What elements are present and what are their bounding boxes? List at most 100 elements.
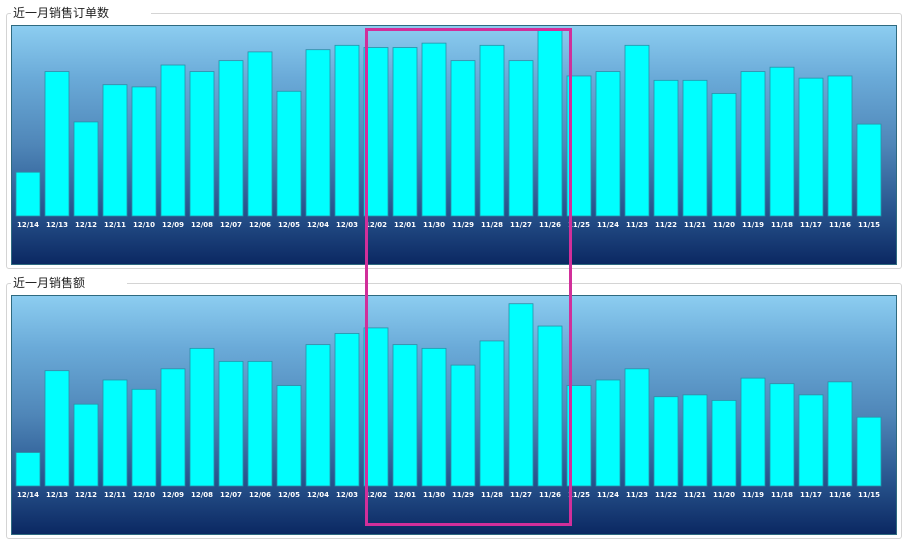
bar-12-03 bbox=[334, 333, 360, 487]
x-tick-label: 12/03 bbox=[336, 491, 358, 499]
x-tick-label: 11/21 bbox=[684, 221, 706, 229]
x-tick-label: 11/28 bbox=[481, 221, 503, 229]
bar-12-04 bbox=[305, 344, 331, 487]
sales-amount-panel-title: 近一月销售额 bbox=[11, 275, 128, 291]
bar-11-25 bbox=[566, 75, 592, 217]
x-tick-label: 12/09 bbox=[162, 491, 184, 499]
x-tick-label: 11/29 bbox=[452, 221, 474, 229]
order-count-chart-frame: 12/14 12/13 12/12 12/11 12/10 12/09 12/08 12/07… bbox=[11, 25, 897, 265]
bar-11-23 bbox=[624, 368, 650, 487]
bar-11-26 bbox=[537, 325, 563, 487]
x-tick-label: 11/27 bbox=[510, 491, 532, 499]
x-tick-label: 12/08 bbox=[191, 491, 213, 499]
x-tick-label: 12/04 bbox=[307, 491, 329, 499]
bar-12-08 bbox=[189, 347, 215, 487]
bar-11-28 bbox=[479, 44, 505, 217]
bar-12-09 bbox=[160, 64, 186, 217]
bar-11-29 bbox=[450, 60, 476, 217]
bar-11-16 bbox=[827, 381, 853, 487]
x-tick-label: 12/12 bbox=[75, 491, 97, 499]
x-tick-label: 12/10 bbox=[133, 221, 155, 229]
x-tick-label: 12/14 bbox=[17, 491, 39, 499]
bar-11-20 bbox=[711, 400, 737, 487]
x-tick-label: 11/15 bbox=[858, 491, 880, 499]
bar-12-06 bbox=[247, 360, 273, 487]
x-tick-label: 12/08 bbox=[191, 221, 213, 229]
x-tick-label: 12/09 bbox=[162, 221, 184, 229]
bar-11-22 bbox=[653, 396, 679, 487]
x-tick-label: 12/14 bbox=[17, 221, 39, 229]
x-tick-label: 12/01 bbox=[394, 221, 416, 229]
x-tick-label: 12/06 bbox=[249, 491, 271, 499]
x-tick-label: 12/07 bbox=[220, 491, 242, 499]
bar-11-27 bbox=[508, 60, 534, 217]
bar-11-24 bbox=[595, 379, 621, 487]
bar-11-23 bbox=[624, 44, 650, 217]
x-tick-label: 11/16 bbox=[829, 221, 851, 229]
x-tick-label: 12/11 bbox=[104, 491, 126, 499]
x-tick-label: 12/13 bbox=[46, 491, 68, 499]
x-tick-label: 11/27 bbox=[510, 221, 532, 229]
x-tick-label: 12/05 bbox=[278, 491, 300, 499]
bar-11-26 bbox=[537, 29, 563, 217]
x-tick-label: 12/11 bbox=[104, 221, 126, 229]
bar-12-06 bbox=[247, 51, 273, 217]
bar-12-01 bbox=[392, 344, 418, 487]
x-tick-label: 12/02 bbox=[365, 221, 387, 229]
bar-11-28 bbox=[479, 340, 505, 487]
bar-11-15 bbox=[856, 123, 882, 217]
sales-amount-chart-frame: 12/14 12/13 12/12 12/11 12/10 12/09 12/08 12/07… bbox=[11, 295, 897, 535]
bar-12-11 bbox=[102, 379, 128, 487]
x-tick-label: 11/17 bbox=[800, 491, 822, 499]
bar-12-11 bbox=[102, 84, 128, 217]
sales-amount-panel: 近一月销售额 12/14 12/13 12/12 12/11 12/10 12/09 12/… bbox=[6, 275, 902, 539]
x-tick-label: 11/29 bbox=[452, 491, 474, 499]
bar-12-02 bbox=[363, 47, 389, 217]
x-tick-label: 11/30 bbox=[423, 221, 445, 229]
order-count-chart: 12/14 12/13 12/12 12/11 12/10 12/09 12/08 12/07… bbox=[15, 29, 882, 229]
x-tick-label: 11/26 bbox=[539, 491, 561, 499]
x-tick-label: 11/30 bbox=[423, 491, 445, 499]
bar-12-14 bbox=[15, 452, 41, 487]
x-tick-label: 11/21 bbox=[684, 491, 706, 499]
bar-12-13 bbox=[44, 71, 70, 217]
x-tick-label: 12/05 bbox=[278, 221, 300, 229]
x-tick-label: 11/26 bbox=[539, 221, 561, 229]
x-tick-label: 11/19 bbox=[742, 221, 764, 229]
bar-12-05 bbox=[276, 385, 302, 487]
x-tick-label: 11/23 bbox=[626, 491, 648, 499]
bar-12-13 bbox=[44, 370, 70, 487]
bar-11-19 bbox=[740, 71, 766, 217]
x-tick-label: 11/24 bbox=[597, 221, 619, 229]
bar-12-08 bbox=[189, 71, 215, 217]
x-tick-label: 12/06 bbox=[249, 221, 271, 229]
x-tick-label: 11/24 bbox=[597, 491, 619, 499]
bar-12-09 bbox=[160, 368, 186, 487]
x-tick-label: 12/01 bbox=[394, 491, 416, 499]
order-count-panel-title: 近一月销售订单数 bbox=[11, 5, 152, 21]
x-tick-label: 11/20 bbox=[713, 221, 735, 229]
bar-11-30 bbox=[421, 42, 447, 217]
x-tick-label: 11/15 bbox=[858, 221, 880, 229]
bar-11-18 bbox=[769, 66, 795, 217]
bar-12-10 bbox=[131, 388, 157, 487]
x-tick-label: 11/19 bbox=[742, 491, 764, 499]
bar-11-17 bbox=[798, 77, 824, 217]
bar-12-10 bbox=[131, 86, 157, 217]
bar-12-12 bbox=[73, 121, 99, 217]
bar-12-05 bbox=[276, 90, 302, 217]
x-tick-label: 12/10 bbox=[133, 491, 155, 499]
x-tick-label: 11/20 bbox=[713, 491, 735, 499]
x-tick-label: 11/18 bbox=[771, 221, 793, 229]
x-tick-label: 12/12 bbox=[75, 221, 97, 229]
bar-12-14 bbox=[15, 171, 41, 217]
x-tick-label: 11/22 bbox=[655, 221, 677, 229]
x-tick-label: 11/23 bbox=[626, 221, 648, 229]
bar-11-22 bbox=[653, 79, 679, 217]
x-tick-label: 11/25 bbox=[568, 491, 590, 499]
bar-11-20 bbox=[711, 93, 737, 217]
bar-11-16 bbox=[827, 75, 853, 217]
x-tick-label: 12/03 bbox=[336, 221, 358, 229]
bar-11-17 bbox=[798, 394, 824, 487]
x-tick-label: 12/13 bbox=[46, 221, 68, 229]
